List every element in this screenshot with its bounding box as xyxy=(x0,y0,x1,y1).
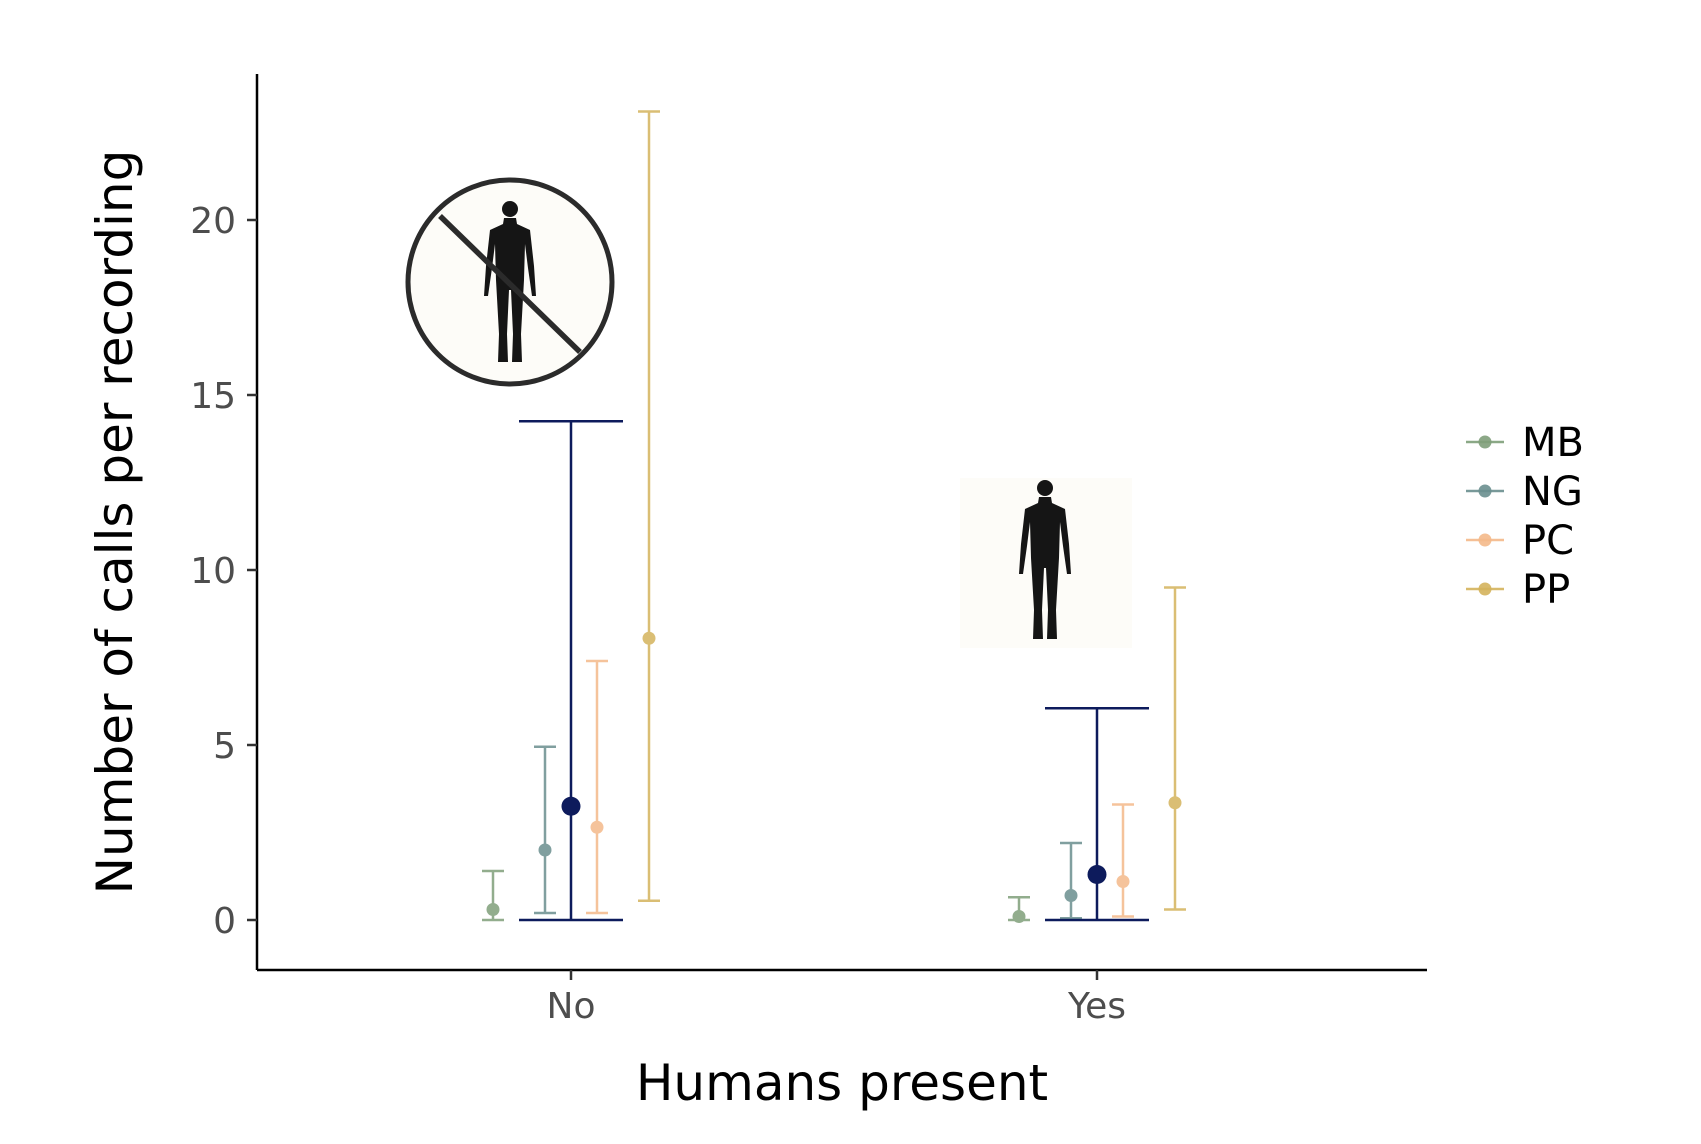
y-tick-label: 5 xyxy=(213,726,236,767)
x-axis-title: Humans present xyxy=(636,1054,1048,1112)
legend-key-point xyxy=(1478,533,1492,547)
y-tick-label: 0 xyxy=(213,901,236,942)
data-marks xyxy=(482,110,1186,923)
errorbar-mb-no xyxy=(482,869,504,922)
errorbar-overall-yes-point xyxy=(1087,865,1107,884)
y-tick-label: 20 xyxy=(190,201,236,242)
errorbar-mb-no-point xyxy=(486,903,500,916)
errorbar-pc-no xyxy=(586,659,608,915)
legend-key-point xyxy=(1478,435,1492,449)
x-tick-label-yes: Yes xyxy=(1067,986,1126,1027)
legend-key-point xyxy=(1478,484,1492,498)
legend-key-point xyxy=(1478,582,1492,596)
legend-item-mb: MB xyxy=(1466,420,1584,466)
y-tick-label: 10 xyxy=(190,551,236,592)
errorbar-pp-yes-point xyxy=(1168,796,1182,810)
errorbar-pc-yes-point xyxy=(1116,875,1130,888)
errorbar-pc-no-point xyxy=(590,820,604,834)
y-ticks: 0 5 10 15 20 xyxy=(190,201,257,942)
legend-item-pc: PC xyxy=(1466,518,1574,564)
errorbar-overall-no-point xyxy=(561,796,581,816)
x-tick-label-no: No xyxy=(547,986,596,1027)
x-ticks: No Yes xyxy=(547,970,1126,1027)
errorbar-mb-yes-point xyxy=(1012,910,1026,923)
errorbar-pc-yes xyxy=(1112,803,1134,918)
no-human-icon xyxy=(405,177,615,387)
human-icon xyxy=(960,478,1132,648)
errorbar-mb-yes xyxy=(1008,896,1030,923)
legend-label: PP xyxy=(1522,567,1570,613)
errorbar-ng-yes-point xyxy=(1064,889,1078,902)
y-axis-title: Number of calls per recording xyxy=(86,150,144,895)
errorbar-overall-yes xyxy=(1045,707,1149,922)
legend-item-ng: NG xyxy=(1466,469,1583,515)
errorbar-pp-no xyxy=(638,110,660,902)
legend-label: PC xyxy=(1522,518,1574,564)
errorbar-overall-no xyxy=(519,420,623,922)
errorbar-pp-no-point xyxy=(642,631,656,645)
legend-label: MB xyxy=(1522,420,1584,466)
y-tick-label: 15 xyxy=(190,376,236,417)
errorbar-pp-yes xyxy=(1164,586,1186,911)
legend-label: NG xyxy=(1522,469,1583,515)
legend-item-pp: PP xyxy=(1466,567,1570,613)
errorbar-ng-no xyxy=(534,745,556,915)
errorbar-ng-no-point xyxy=(538,843,552,857)
errorbar-ng-yes xyxy=(1060,841,1082,920)
